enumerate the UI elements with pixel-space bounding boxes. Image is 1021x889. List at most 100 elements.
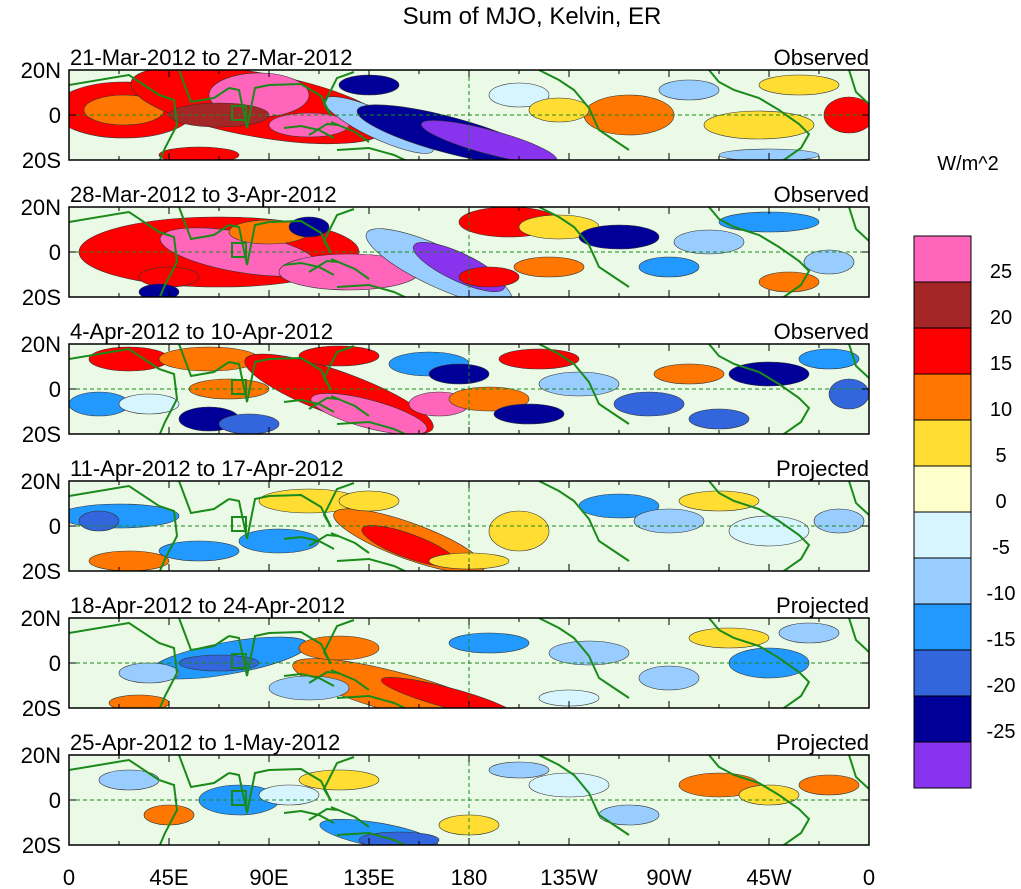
latitude-label: 0	[49, 651, 61, 676]
coastline	[336, 557, 408, 571]
colorbar-swatch	[913, 511, 972, 559]
coastline	[283, 672, 335, 687]
coastline	[178, 618, 230, 652]
anomaly-contour	[88, 550, 170, 571]
colorbar-swatch	[913, 373, 972, 421]
coastline	[283, 124, 335, 139]
latitude-label: 20N	[21, 469, 61, 494]
panels: 21-Mar-2012 to 27-Mar-2012 Observed 20N 0 20…	[21, 45, 870, 858]
colorbar-swatch	[913, 557, 972, 605]
anomaly-contour	[513, 256, 585, 278]
coastline	[178, 755, 230, 789]
coastline	[178, 70, 230, 104]
coastline	[69, 758, 179, 845]
longitude-label: 180	[451, 865, 488, 889]
region-box	[231, 653, 247, 669]
panel-status: Observed	[774, 319, 869, 344]
coastline	[283, 535, 335, 550]
panel-status: Observed	[774, 182, 869, 207]
colorbar-swatch	[913, 281, 972, 329]
colorbar-label: 0	[995, 491, 1006, 513]
colorbar-label: -20	[987, 675, 1016, 697]
anomaly-contour	[298, 345, 380, 367]
panel-date-range: 18-Apr-2012 to 24-Apr-2012	[70, 593, 345, 618]
anomaly-contour	[488, 510, 550, 552]
coastline	[336, 420, 408, 434]
latitude-label: 20S	[22, 696, 61, 721]
anomaly-contour	[338, 490, 400, 512]
coastline	[268, 756, 355, 802]
panel-status: Projected	[776, 456, 869, 481]
anomaly-contour	[258, 784, 320, 806]
panel-date-range: 4-Apr-2012 to 10-Apr-2012	[70, 319, 333, 344]
anomaly-contour	[758, 74, 840, 96]
colorbar-label: 25	[990, 261, 1012, 283]
anomaly-contour	[78, 510, 120, 532]
coastline	[228, 358, 270, 403]
coastline	[538, 207, 630, 288]
latitude-label: 20N	[21, 58, 61, 83]
longitude-label: 90W	[646, 865, 691, 889]
anomaly-contour	[678, 490, 760, 512]
longitude-axis: 0 45E 90E 135E 180 135W 90W 45W 0	[63, 865, 875, 889]
map-panel: 21-Mar-2012 to 27-Mar-2012 Observed 20N 0 20…	[21, 45, 870, 173]
coastline	[268, 619, 355, 665]
coastline	[538, 755, 630, 836]
anomaly-contour	[428, 363, 490, 385]
region-box	[231, 379, 247, 395]
anomaly-contour	[188, 378, 270, 400]
longitude-label: 0	[863, 865, 875, 889]
coastline	[708, 618, 811, 708]
anomaly-contour	[803, 249, 855, 275]
anomaly-contour	[143, 804, 195, 826]
region-box	[231, 790, 247, 806]
coastline	[268, 208, 355, 254]
coastline	[848, 755, 869, 790]
map-panel: 11-Apr-2012 to 17-Apr-2012 Projected 20N 0 2…	[21, 456, 870, 584]
anomaly-contour	[538, 371, 620, 397]
coastline	[538, 344, 630, 425]
coastline	[330, 121, 370, 143]
anomaly-contour	[158, 540, 240, 562]
latitude-label: 0	[49, 240, 61, 265]
coastline	[538, 70, 630, 151]
coastline	[336, 146, 408, 160]
anomaly-contour	[613, 391, 685, 417]
region-box	[231, 242, 247, 258]
coastline	[69, 73, 179, 160]
colorbar-swatch	[913, 327, 972, 375]
coastline	[268, 71, 355, 117]
panel-status: Projected	[776, 730, 869, 755]
anomaly-contour	[288, 216, 330, 238]
anomaly-contour	[118, 662, 180, 684]
colorbar-label: -10	[987, 583, 1016, 605]
anomaly-contour	[813, 508, 865, 534]
colorbar-swatch	[913, 741, 972, 789]
anomaly-contour	[458, 266, 520, 288]
anomaly-contour	[488, 82, 550, 108]
colorbar-swatch	[913, 603, 972, 651]
latitude-label: 0	[49, 103, 61, 128]
coastline	[228, 84, 270, 129]
panel-status: Projected	[776, 593, 869, 618]
colorbar-label: -5	[992, 537, 1010, 559]
anomaly-contour	[528, 97, 590, 123]
longitude-label: 0	[63, 865, 75, 889]
coastline	[69, 621, 179, 708]
region-box	[231, 105, 247, 121]
coastline	[708, 344, 811, 434]
coastline	[69, 484, 179, 571]
panel-date-range: 25-Apr-2012 to 1-May-2012	[70, 730, 340, 755]
anomaly-contour	[798, 774, 860, 796]
anomaly-contour	[653, 363, 725, 385]
coastline	[283, 809, 335, 824]
coastline	[538, 618, 630, 699]
coastline	[178, 207, 230, 241]
anomaly-contour	[421, 120, 557, 160]
colorbar: W/m^2 25 20 15 10 5 0 -5 -10 -15 -20 -25	[913, 153, 1016, 789]
coastline	[178, 481, 230, 515]
anomaly-contour	[218, 413, 280, 434]
latitude-label: 20S	[22, 148, 61, 173]
anomaly-contour	[238, 528, 320, 554]
